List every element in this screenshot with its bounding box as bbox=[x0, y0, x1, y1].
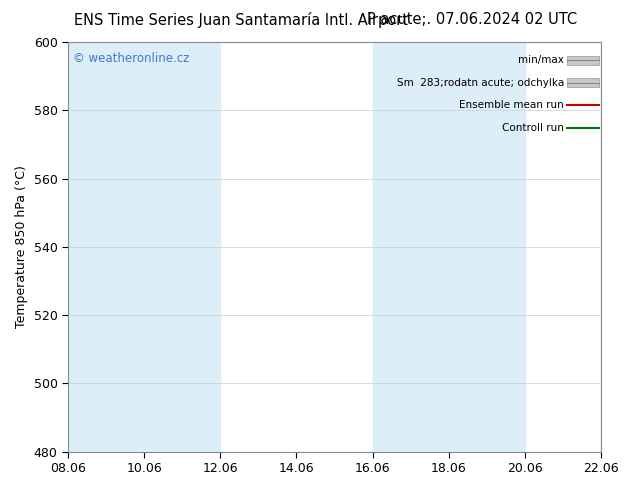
Bar bbox=[601, 42, 620, 452]
Text: © weatheronline.cz: © weatheronline.cz bbox=[74, 52, 190, 65]
Bar bbox=[449, 42, 525, 452]
Bar bbox=[373, 42, 449, 452]
Text: min/max: min/max bbox=[518, 55, 564, 65]
Text: Controll run: Controll run bbox=[502, 122, 564, 133]
Text: ENS Time Series Juan Santamaría Intl. Airport: ENS Time Series Juan Santamaría Intl. Ai… bbox=[74, 12, 408, 28]
Bar bbox=[567, 78, 598, 87]
Y-axis label: Temperature 850 hPa (°C): Temperature 850 hPa (°C) bbox=[15, 166, 28, 328]
Bar bbox=[68, 42, 144, 452]
Text: Sm  283;rodatn acute; odchylka: Sm 283;rodatn acute; odchylka bbox=[397, 78, 564, 88]
Text: Ensemble mean run: Ensemble mean run bbox=[459, 100, 564, 110]
Text: P acute;. 07.06.2024 02 UTC: P acute;. 07.06.2024 02 UTC bbox=[367, 12, 578, 27]
Bar bbox=[144, 42, 221, 452]
Bar bbox=[567, 56, 598, 65]
